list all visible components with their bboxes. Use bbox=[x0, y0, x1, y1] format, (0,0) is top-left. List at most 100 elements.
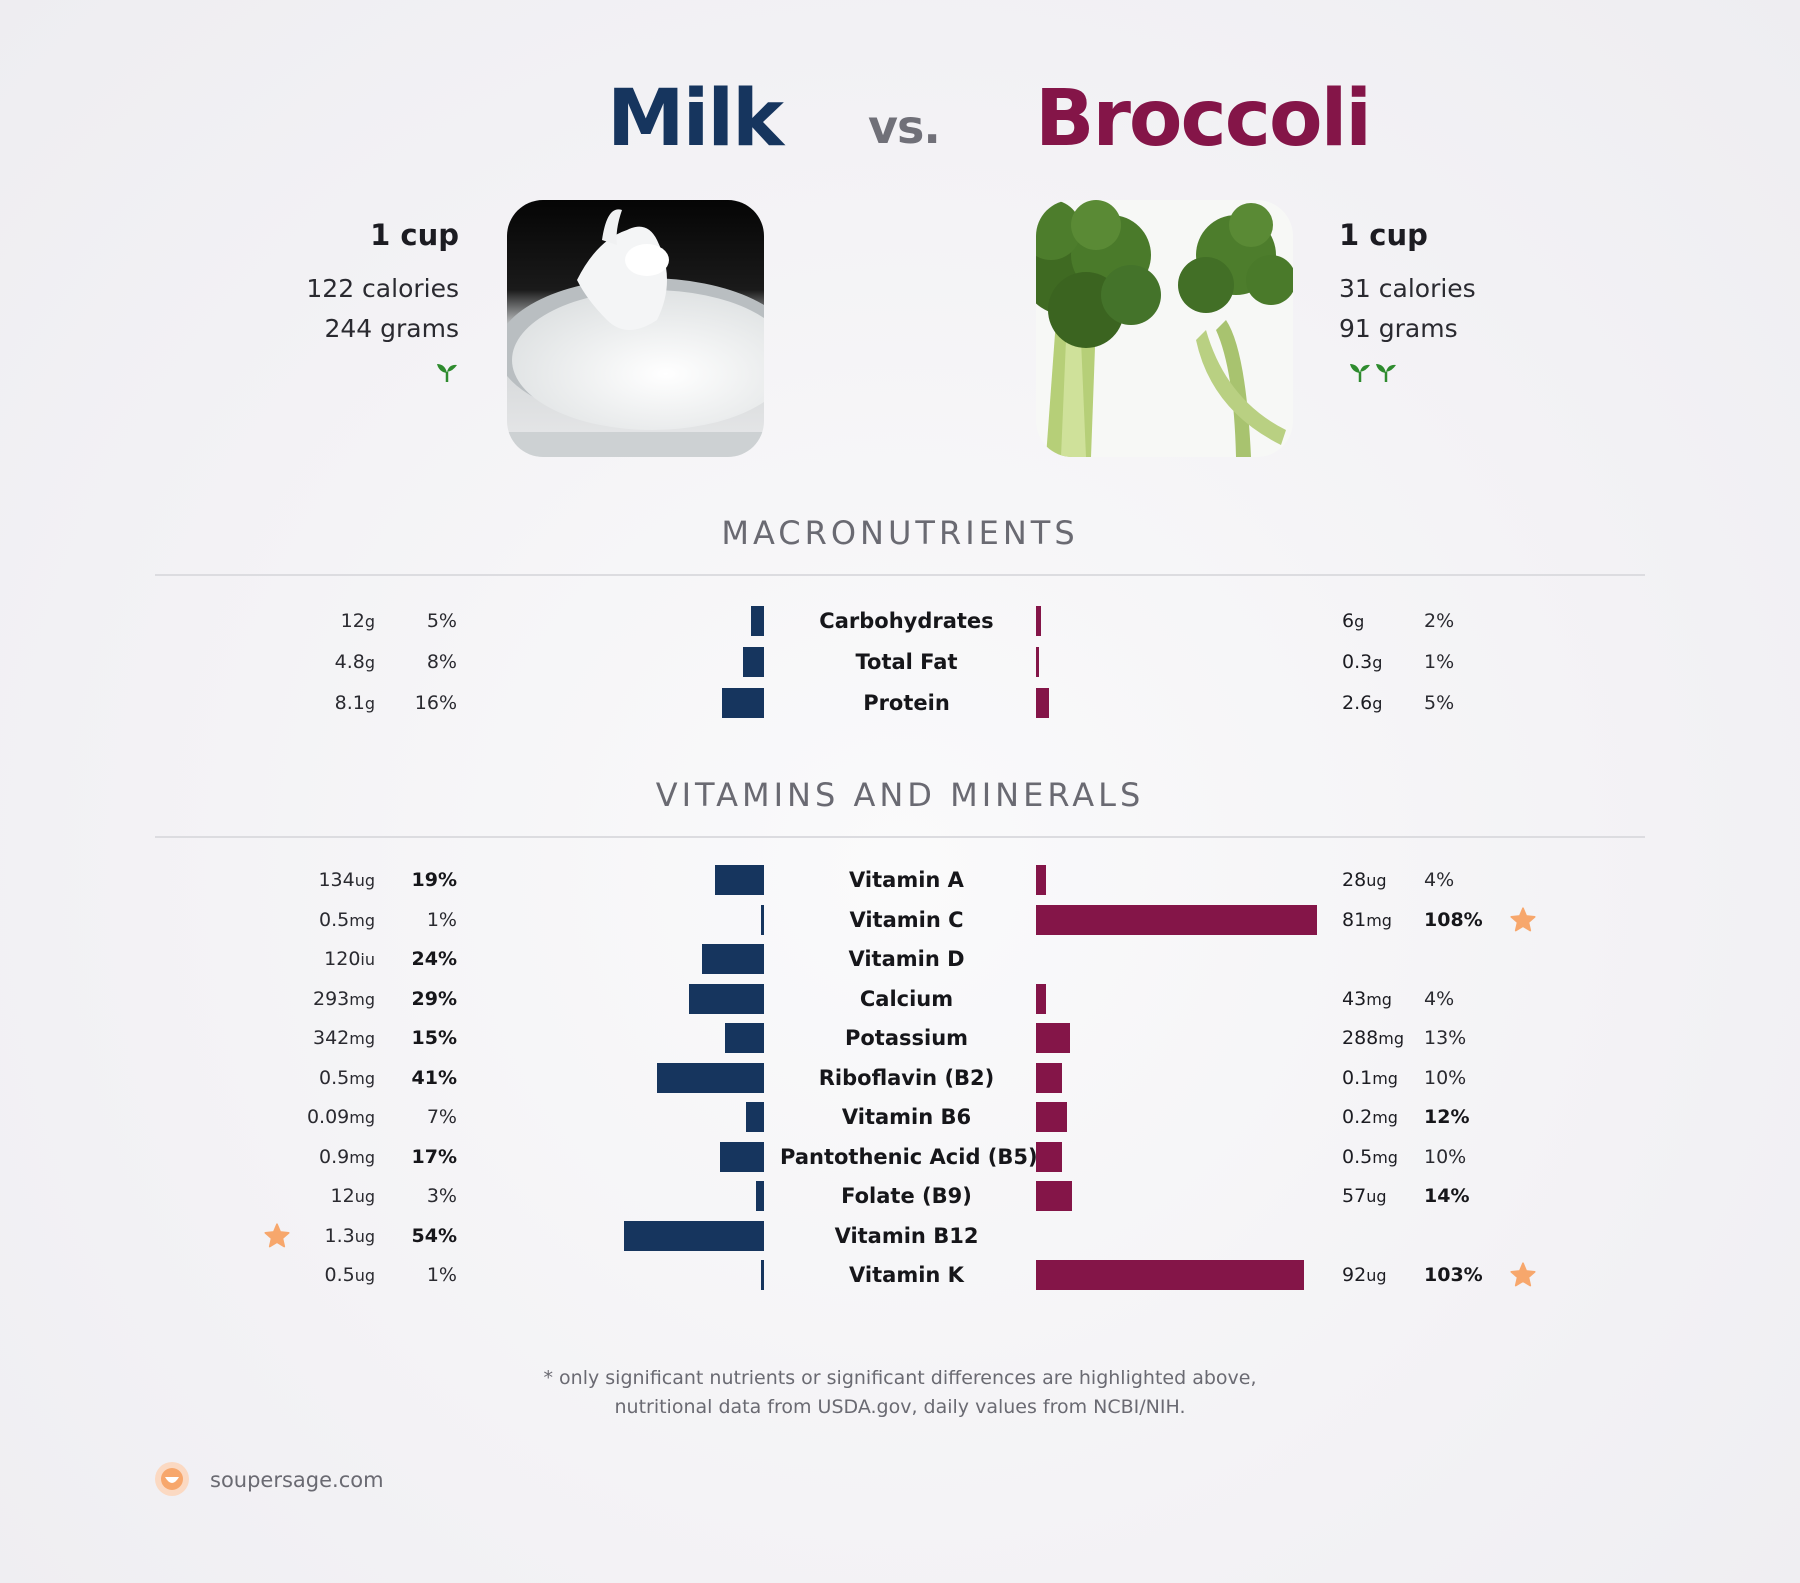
left-amount: 120iu bbox=[324, 948, 375, 970]
right-serving: 1 cup bbox=[1339, 218, 1428, 252]
left-grams: 244 grams bbox=[324, 314, 459, 343]
right-amount: 0.5mg bbox=[1342, 1145, 1398, 1168]
right-percent: 10% bbox=[1424, 1066, 1467, 1089]
left-percent: 54% bbox=[411, 1224, 457, 1247]
milk-photo bbox=[507, 200, 764, 457]
star-icon bbox=[1509, 1261, 1537, 1289]
right-percent: 12% bbox=[1424, 1106, 1470, 1128]
left-percent: 41% bbox=[411, 1066, 457, 1089]
right-bar bbox=[1036, 1102, 1068, 1132]
left-bar bbox=[743, 647, 764, 677]
macronutrients-divider bbox=[155, 574, 1645, 576]
chart-row: Potassium 342mg 15% 288mg 13% bbox=[0, 1020, 1800, 1056]
left-percent: 17% bbox=[411, 1145, 457, 1168]
footnote: * only significant nutrients or signific… bbox=[0, 1364, 1800, 1422]
right-amount: 2.6g bbox=[1342, 692, 1383, 714]
footnote-line-2: nutritional data from USDA.gov, daily va… bbox=[614, 1396, 1186, 1418]
brand-link[interactable]: soupersage.com bbox=[210, 1468, 384, 1492]
nutrient-label: Pantothenic Acid (B5) bbox=[780, 1144, 1038, 1169]
nutrient-label: Vitamin B6 bbox=[841, 1105, 972, 1129]
left-amount: 0.09mg bbox=[306, 1106, 375, 1128]
right-calories: 31 calories bbox=[1339, 274, 1476, 303]
vitamins-divider bbox=[155, 836, 1645, 838]
left-calories: 122 calories bbox=[306, 274, 459, 303]
left-amount: 8.1g bbox=[334, 692, 375, 714]
left-serving: 1 cup bbox=[370, 218, 459, 252]
chart-row: Vitamin C 0.5mg 1% 81mg 108% bbox=[0, 902, 1800, 938]
left-percent: 24% bbox=[411, 948, 457, 970]
nutrient-label: Vitamin C bbox=[849, 907, 964, 932]
left-bar bbox=[745, 1102, 764, 1132]
left-bar bbox=[623, 1220, 764, 1251]
right-percent: 5% bbox=[1424, 692, 1455, 714]
sprout-icon bbox=[1376, 364, 1396, 382]
right-bar bbox=[1036, 1181, 1073, 1211]
left-percent: 8% bbox=[426, 651, 457, 673]
left-percent: 19% bbox=[411, 869, 457, 891]
chart-row: Protein 8.1g 16% 2.6g 5% bbox=[0, 685, 1800, 721]
nutrient-label: Riboflavin (B2) bbox=[818, 1065, 995, 1090]
left-bar bbox=[722, 688, 764, 718]
left-percent: 1% bbox=[426, 908, 457, 931]
left-percent: 29% bbox=[411, 987, 457, 1010]
left-amount: 0.9mg bbox=[319, 1145, 375, 1168]
right-bar bbox=[1036, 647, 1039, 677]
star-icon bbox=[263, 1222, 291, 1250]
chart-row: Vitamin B6 0.09mg 7% 0.2mg 12% bbox=[0, 1099, 1800, 1135]
chart-row: Vitamin D 120iu 24% bbox=[0, 941, 1800, 977]
left-amount: 4.8g bbox=[334, 651, 375, 673]
left-percent: 3% bbox=[426, 1185, 457, 1207]
chart-row: Folate (B9) 12ug 3% 57ug 14% bbox=[0, 1178, 1800, 1214]
right-bar bbox=[1036, 1141, 1062, 1172]
left-amount: 0.5mg bbox=[319, 1066, 375, 1089]
right-bar bbox=[1036, 688, 1049, 718]
right-percent: 108% bbox=[1424, 908, 1483, 931]
nutrient-label: Carbohydrates bbox=[819, 609, 994, 633]
right-percent: 4% bbox=[1424, 869, 1455, 891]
left-amount: 293mg bbox=[312, 987, 375, 1010]
right-food-title: Broccoli bbox=[1035, 74, 1372, 164]
nutrient-label: Potassium bbox=[844, 1026, 969, 1050]
right-percent: 10% bbox=[1424, 1145, 1467, 1168]
macronutrients-title: MACRONUTRIENTS bbox=[721, 514, 1079, 552]
left-percent: 15% bbox=[411, 1027, 457, 1049]
right-amount: 28ug bbox=[1342, 869, 1387, 891]
left-percent: 16% bbox=[414, 692, 457, 714]
right-percent: 13% bbox=[1424, 1027, 1467, 1049]
right-percent: 4% bbox=[1424, 987, 1455, 1010]
left-bar bbox=[751, 606, 764, 636]
right-bar bbox=[1036, 865, 1047, 895]
left-bar bbox=[701, 944, 764, 974]
left-bar bbox=[756, 1181, 764, 1211]
chart-row: Total Fat 4.8g 8% 0.3g 1% bbox=[0, 644, 1800, 680]
left-sprout-icons bbox=[433, 360, 459, 384]
right-amount: 288mg bbox=[1342, 1027, 1405, 1049]
right-bar bbox=[1036, 1062, 1062, 1093]
left-percent: 1% bbox=[426, 1264, 457, 1286]
left-amount: 12ug bbox=[330, 1185, 375, 1207]
nutrient-label: Vitamin A bbox=[849, 868, 964, 892]
sprout-icon bbox=[437, 364, 457, 382]
left-bar bbox=[688, 983, 764, 1014]
nutrient-label: Calcium bbox=[859, 986, 954, 1011]
left-bar bbox=[657, 1062, 764, 1093]
left-amount: 134ug bbox=[318, 869, 375, 891]
right-bar bbox=[1036, 983, 1047, 1014]
left-bar bbox=[761, 904, 764, 935]
star-icon bbox=[1509, 906, 1537, 934]
right-grams: 91 grams bbox=[1339, 314, 1458, 343]
chart-row: Pantothenic Acid (B5) 0.9mg 17% 0.5mg 10% bbox=[0, 1139, 1800, 1175]
broccoli-photo bbox=[1036, 200, 1293, 457]
left-bar bbox=[719, 1141, 764, 1172]
right-sprout-icons bbox=[1346, 360, 1398, 384]
soupersage-logo-icon bbox=[154, 1461, 190, 1497]
left-bar bbox=[761, 1260, 764, 1290]
left-amount: 0.5mg bbox=[319, 908, 375, 931]
left-percent: 7% bbox=[426, 1106, 457, 1128]
right-bar bbox=[1036, 606, 1042, 636]
nutrient-label: Vitamin B12 bbox=[834, 1223, 979, 1248]
right-amount: 57ug bbox=[1342, 1185, 1387, 1207]
vitamins-title: VITAMINS AND MINERALS bbox=[655, 776, 1145, 814]
right-amount: 43mg bbox=[1342, 987, 1392, 1010]
nutrient-label: Total Fat bbox=[855, 650, 958, 674]
